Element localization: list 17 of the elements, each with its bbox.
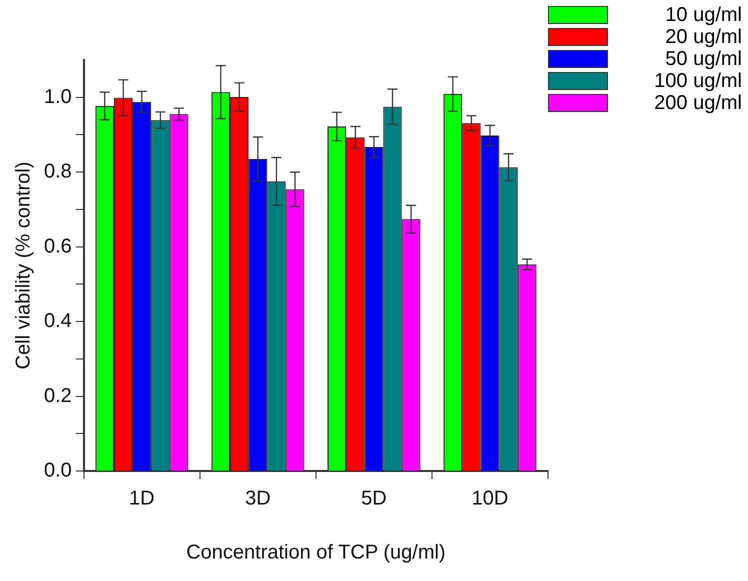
x-tick-label: 3D	[245, 488, 271, 510]
y-axis-title: Cell viability (% control)	[12, 162, 35, 370]
y-tick-label: 1.0	[44, 86, 72, 108]
text: 10 ug/ml	[664, 4, 742, 26]
legend-label: 200 ug/ml	[653, 92, 742, 114]
text: 20 ug/ml	[664, 26, 742, 48]
y-tick-label: 0.4	[44, 310, 72, 332]
x-tick-label: 1D	[129, 488, 155, 510]
y-tick-label: 0.8	[44, 160, 72, 183]
x-axis-title: Concentration of TCP (ug/ml)	[186, 542, 446, 564]
text: 50 ug/ml	[664, 48, 742, 70]
y-tick-label: 0.6	[44, 235, 72, 258]
x-tick-label: 10D	[472, 488, 508, 510]
y-tick-label: 0.2	[44, 384, 72, 407]
x-tick-label: 5D	[361, 488, 387, 510]
legend-label: 100 ug/ml	[653, 70, 742, 92]
y-tick-label: 0.0	[44, 460, 72, 482]
